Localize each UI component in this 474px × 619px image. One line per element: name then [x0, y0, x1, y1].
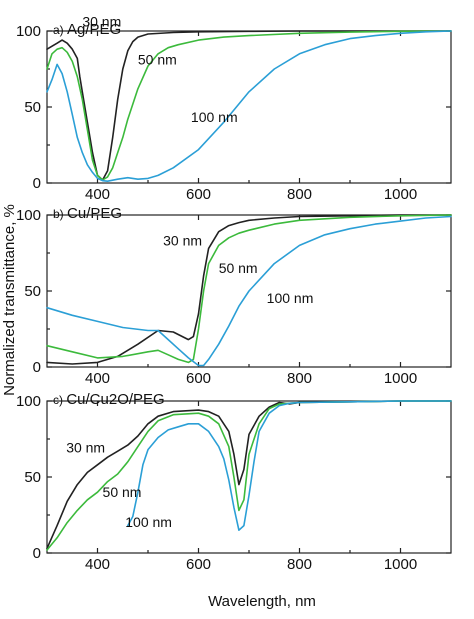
panel-title: b) Cu/PEG [53, 205, 122, 222]
series-line-100nm [46, 30, 452, 182]
x-tick-label: 1000 [384, 370, 417, 387]
y-tick-label: 0 [33, 359, 41, 376]
x-tick-label: 400 [85, 186, 110, 203]
series-line-100nm [127, 400, 452, 531]
panel-title-text: Ag/PEG [67, 21, 121, 38]
series-annotation: 30 nm [66, 440, 105, 456]
y-tick-label: 0 [33, 175, 41, 192]
x-tick-label: 400 [85, 370, 110, 387]
y-tick-label: 50 [24, 283, 41, 300]
series-annotation: 30 nm [163, 232, 202, 248]
series-line-50nm [46, 30, 452, 181]
panel-label: a) [53, 23, 67, 37]
series-annotation: 50 nm [219, 260, 258, 276]
series-line-50nm [46, 214, 452, 364]
panel-c: 400 600 800 1000 0 50 100 c) Cu/Cu2O/PEG 30 nm 50… [16, 391, 452, 573]
x-tick-label: 400 [85, 556, 110, 573]
panel-title: a) Ag/PEG [53, 21, 121, 38]
y-tick-label: 100 [16, 207, 41, 224]
x-axis-title: Wavelength, nm [208, 593, 316, 610]
x-tick-label: 800 [287, 556, 312, 573]
x-tick-label: 600 [186, 370, 211, 387]
panel-title: c) Cu/Cu2O/PEG [53, 391, 165, 408]
x-tick-label: 1000 [384, 556, 417, 573]
series-line-30nm [46, 214, 452, 365]
panel-title-text: Cu/PEG [67, 205, 122, 222]
series-annotation: 100 nm [125, 514, 172, 530]
y-tick-label: 50 [24, 99, 41, 116]
panel-b: 400 600 800 1000 0 50 100 b) Cu/PEG 30 nm 50 nm 10… [16, 205, 452, 387]
series-annotation: 30 nm [82, 13, 121, 29]
series-line-50nm [46, 400, 452, 551]
series-annotation: 50 nm [138, 51, 177, 67]
series-line-30nm [46, 30, 452, 181]
y-tick-label: 100 [16, 23, 41, 40]
x-tick-label: 1000 [384, 186, 417, 203]
x-tick-label: 600 [186, 556, 211, 573]
series-annotation: 100 nm [191, 109, 238, 125]
y-tick-label: 0 [33, 545, 41, 562]
y-axis-title: Normalized transmittance, % [1, 204, 18, 396]
panel-title-text: Cu/Cu2O/PEG [66, 391, 164, 408]
series-annotation: 50 nm [103, 484, 142, 500]
panel-label: c) [53, 393, 66, 407]
x-tick-label: 800 [287, 186, 312, 203]
x-tick-label: 600 [186, 186, 211, 203]
y-tick-label: 100 [16, 393, 41, 410]
y-tick-label: 50 [24, 469, 41, 486]
panel-label: b) [53, 207, 67, 221]
series-line-100nm [46, 215, 452, 367]
x-tick-label: 800 [287, 370, 312, 387]
series-annotation: 100 nm [267, 290, 314, 306]
